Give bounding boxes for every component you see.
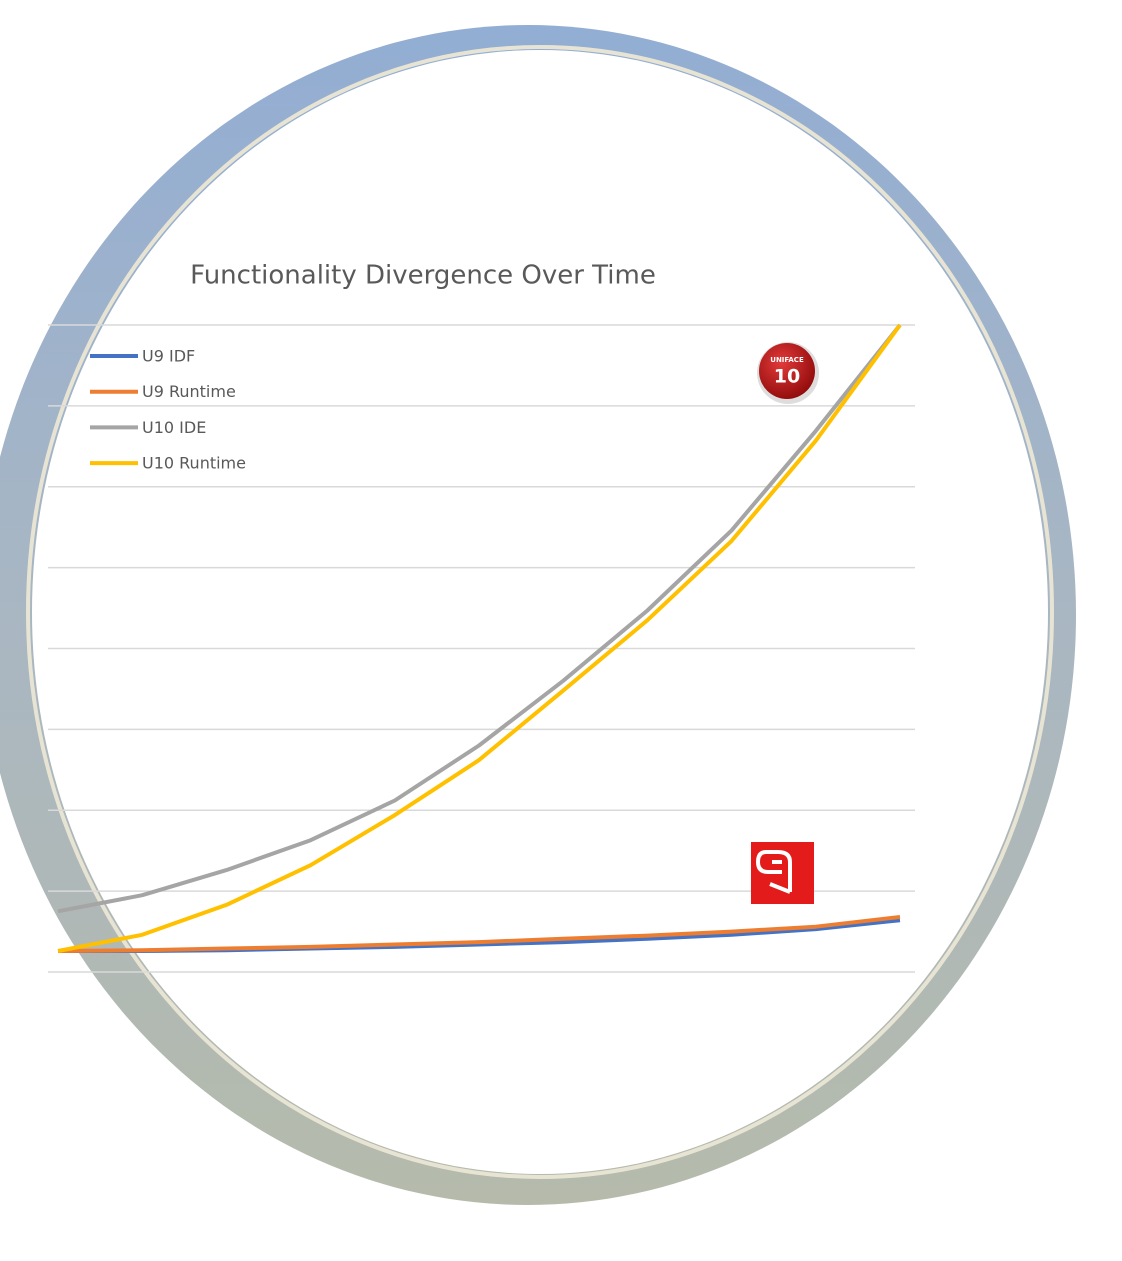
- legend: U9 IDF U9 Runtime U10 IDE U10 Runtime: [90, 347, 246, 473]
- logo-glyph: [755, 850, 792, 894]
- legend-label: U9 Runtime: [142, 382, 236, 401]
- legend-label: U10 Runtime: [142, 454, 246, 473]
- uniface-10-logo: UNIFACE 10: [757, 342, 819, 404]
- logo-text: UNIFACE: [770, 356, 804, 364]
- ring-edge: [26, 45, 1054, 1179]
- series-line: [57, 323, 902, 953]
- legend-label: U9 IDF: [142, 347, 195, 366]
- uniface-9-logo: [751, 842, 814, 904]
- logo-badge: [759, 343, 815, 399]
- legend-label: U10 IDE: [142, 418, 206, 437]
- chart-area: [32, 50, 1048, 1174]
- series-line: [57, 323, 902, 914]
- logo-number: 10: [774, 366, 800, 388]
- lines: [57, 323, 902, 953]
- chart-title: Functionality Divergence Over Time: [190, 261, 656, 291]
- series-line: [57, 915, 901, 953]
